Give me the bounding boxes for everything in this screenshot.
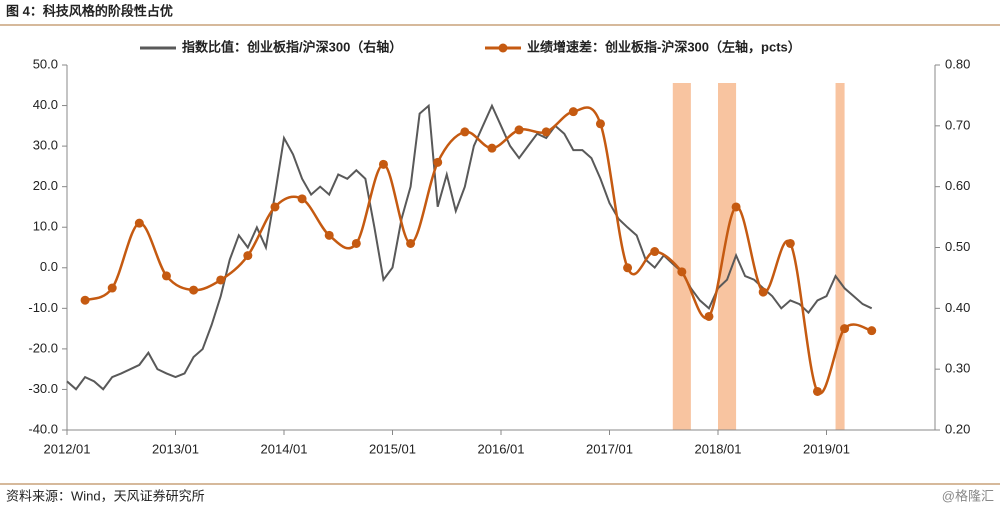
series-marker — [758, 287, 768, 297]
x-tick-label: 2014/01 — [261, 441, 308, 456]
x-tick-label: 2012/01 — [44, 441, 91, 456]
y2-tick-label: 0.50 — [945, 239, 970, 254]
series-marker — [568, 107, 578, 117]
y-tick-label: -30.0 — [28, 381, 58, 396]
series-marker — [297, 194, 307, 204]
series-marker — [378, 159, 388, 169]
series-marker — [270, 202, 280, 212]
y2-tick-label: 0.60 — [945, 178, 970, 193]
series-marker — [134, 218, 144, 228]
y-tick-label: -10.0 — [28, 300, 58, 315]
x-tick-label: 2013/01 — [152, 441, 199, 456]
y2-tick-label: 0.80 — [945, 56, 970, 71]
series-marker — [704, 311, 714, 321]
y-tick-label: 10.0 — [33, 219, 58, 234]
watermark: @格隆汇 — [942, 488, 994, 503]
series-marker — [812, 386, 822, 396]
series-marker — [80, 295, 90, 305]
x-tick-label: 2016/01 — [478, 441, 525, 456]
page-title: 图 4：科技风格的阶段性占优 — [6, 3, 173, 18]
y-tick-label: 40.0 — [33, 97, 58, 112]
series-marker — [406, 238, 416, 248]
series-marker — [650, 247, 660, 257]
legend-marker — [498, 43, 508, 53]
y-tick-label: 0.0 — [40, 259, 58, 274]
legend-label: 指数比值：创业板指/沪深300（右轴） — [182, 39, 402, 54]
series-line — [66, 103, 873, 391]
series-marker — [785, 238, 795, 248]
y2-tick-label: 0.40 — [945, 300, 970, 315]
series-marker — [161, 271, 171, 281]
series-marker — [677, 267, 687, 277]
highlight-period — [718, 83, 737, 430]
series-marker — [243, 251, 253, 261]
y-tick-label: 50.0 — [33, 56, 58, 71]
series-marker — [189, 285, 199, 295]
y2-tick-label: 0.30 — [945, 361, 970, 376]
series-marker — [107, 283, 117, 293]
series-marker — [487, 143, 497, 153]
series-marker — [514, 125, 524, 135]
y2-tick-label: 0.20 — [945, 421, 970, 436]
legend-label: 业绩增速差：创业板指-沪深300（左轴，pcts） — [527, 39, 801, 54]
series-marker — [460, 127, 470, 137]
x-tick-label: 2019/01 — [803, 441, 850, 456]
highlight-period — [835, 83, 845, 430]
y-tick-label: -40.0 — [28, 421, 58, 436]
y-tick-label: -20.0 — [28, 340, 58, 355]
series-marker — [324, 230, 334, 240]
y-tick-label: 20.0 — [33, 178, 58, 193]
y2-tick-label: 0.70 — [945, 117, 970, 132]
series-marker — [595, 119, 605, 129]
x-tick-label: 2018/01 — [695, 441, 742, 456]
y-tick-label: 30.0 — [33, 138, 58, 153]
series-marker — [351, 238, 361, 248]
series-marker — [623, 263, 633, 273]
x-tick-label: 2017/01 — [586, 441, 633, 456]
series-marker — [216, 275, 226, 285]
series-marker — [867, 326, 877, 336]
highlight-period — [672, 83, 691, 430]
x-tick-label: 2015/01 — [369, 441, 416, 456]
series-marker — [433, 157, 443, 167]
series-marker — [731, 202, 741, 212]
series-line — [84, 106, 873, 395]
source-note: 资料来源：Wind，天风证券研究所 — [6, 488, 205, 503]
series-marker — [541, 127, 551, 137]
series-marker — [840, 324, 850, 334]
